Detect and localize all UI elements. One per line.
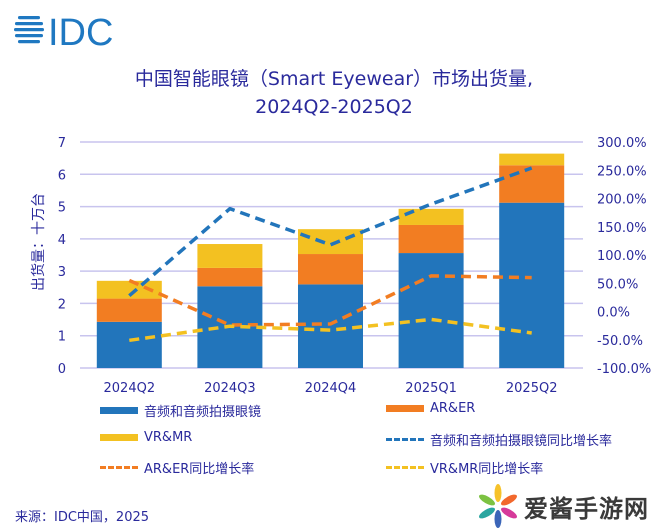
y-tick-label: 1	[58, 330, 66, 345]
y2-tick-label: 150.0%	[597, 221, 647, 236]
legend-dash-audio-growth	[386, 438, 424, 441]
y2-tick-label: 200.0%	[597, 193, 647, 208]
bar-segment	[298, 229, 363, 255]
y2-tick-label: 300.0%	[597, 136, 647, 151]
y2-axis-ticks: -100.0% -50.0% 0.0% 50.0% 100.0% 150.0% 200.0%…	[597, 136, 651, 377]
y-axis-ticks: 0 1 2 3 4 5 6 7	[58, 136, 66, 377]
legend-label: VR&MR同比增长率	[430, 462, 544, 477]
legend-item-arer-growth: AR&ER同比增长率	[100, 458, 254, 477]
bar-segment	[197, 267, 263, 287]
x-tick-label: 2024Q4	[305, 381, 357, 396]
idc-logo: IDC	[14, 10, 134, 54]
bar-segment	[96, 298, 162, 322]
bar-segment	[298, 254, 363, 285]
y-tick-label: 2	[58, 297, 66, 312]
growth-line	[129, 317, 532, 343]
y2-tick-label: -100.0%	[597, 362, 651, 377]
watermark: 爱酱手游网	[478, 482, 649, 530]
y-tick-label: 0	[58, 362, 66, 377]
y2-tick-label: 50.0%	[597, 277, 638, 292]
legend-swatch-arer	[386, 405, 424, 412]
y-tick-label: 3	[58, 265, 66, 280]
y-tick-label: 7	[58, 136, 66, 151]
x-axis-ticks: 2024Q2 2024Q3 2024Q4 2025Q1 2025Q2	[104, 381, 558, 396]
legend-item-vrmr-growth: VR&MR同比增长率	[386, 458, 543, 477]
bar-segment	[197, 244, 263, 268]
x-tick-label: 2024Q3	[204, 381, 256, 396]
bar-segment	[499, 153, 565, 166]
watermark-text: 爱酱手游网	[524, 494, 649, 523]
y-tick-label: 5	[58, 201, 66, 216]
legend-label: 音频和音频拍摄眼镜	[144, 405, 262, 420]
y2-tick-label: 250.0%	[597, 164, 647, 179]
bar-segment	[398, 208, 464, 225]
legend-dash-arer-growth	[100, 466, 138, 469]
bar-segment	[96, 280, 162, 299]
bar-segment	[398, 253, 464, 368]
chart-area: 0 1 2 3 4 5 6 7 -100.0% -50.0% 0.0% 50.0% 100.0% 150…	[58, 136, 652, 396]
legend-swatch-audio	[100, 407, 138, 414]
growth-line	[128, 166, 533, 298]
bar-segment	[499, 202, 565, 368]
source-note: 来源：IDC中国，2025	[15, 510, 150, 525]
x-tick-label: 2025Q2	[506, 381, 558, 396]
globe-lines-icon: IDC	[14, 12, 113, 54]
legend-label: 音频和音频拍摄眼镜同比增长率	[430, 434, 613, 449]
x-tick-label: 2024Q2	[104, 381, 156, 396]
y-tick-label: 6	[58, 168, 66, 183]
legend-dash-vrmr-growth	[386, 466, 424, 469]
bar-segment	[499, 165, 565, 203]
logo-text: IDC	[48, 12, 113, 50]
chart-title-line1: 中国智能眼镜（Smart Eyewear）市场出货量,	[134, 68, 534, 90]
y-tick-label: 4	[58, 233, 66, 248]
growth-lines	[128, 166, 533, 343]
legend-swatch-vrmr	[100, 434, 138, 441]
legend-label: VR&MR	[144, 430, 193, 445]
bar-segment	[96, 321, 162, 368]
y2-tick-label: -50.0%	[597, 334, 643, 349]
y2-tick-label: 100.0%	[597, 249, 647, 264]
x-tick-label: 2025Q1	[405, 381, 457, 396]
legend-item-audio: 音频和音频拍摄眼镜	[100, 401, 261, 420]
legend-item-vrmr: VR&MR	[100, 430, 192, 445]
legend-item-audio-growth: 音频和音频拍摄眼镜同比增长率	[386, 430, 612, 449]
legend-label: AR&ER同比增长率	[144, 462, 255, 477]
chart-title-line2: 2024Q2-2025Q2	[255, 96, 413, 118]
legend-item-arer: AR&ER	[386, 401, 475, 416]
y2-tick-label: 0.0%	[597, 306, 630, 321]
legend-label: AR&ER	[430, 401, 476, 416]
pinwheel-flower-icon	[479, 484, 517, 528]
bar-segment	[398, 224, 464, 254]
